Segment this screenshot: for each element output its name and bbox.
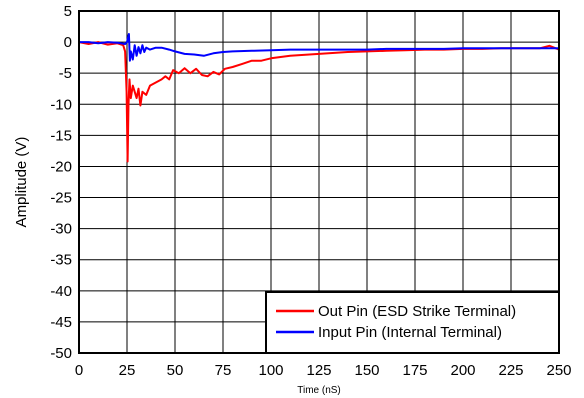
x-tick-label: 0 bbox=[75, 362, 83, 379]
x-tick-label: 25 bbox=[119, 362, 136, 379]
y-tick-label: -25 bbox=[50, 190, 72, 207]
x-tick-labels: 0 25 50 75 100 125 150 175 200 225 250 bbox=[75, 362, 572, 379]
y-tick-labels: 5 0 -5 -10 -15 -20 -25 -30 -35 -40 -45 -50 bbox=[50, 3, 72, 362]
x-tick-label: 50 bbox=[167, 362, 184, 379]
legend-label-input-pin: Input Pin (Internal Terminal) bbox=[318, 324, 502, 341]
x-tick-label: 250 bbox=[546, 362, 571, 379]
x-tick-label: 125 bbox=[306, 362, 331, 379]
y-tick-label: -20 bbox=[50, 158, 72, 175]
y-tick-label: 5 bbox=[64, 3, 72, 20]
y-tick-label: -5 bbox=[59, 65, 72, 82]
x-axis-title: Time (nS) bbox=[297, 385, 341, 396]
legend-box bbox=[265, 291, 560, 354]
y-axis-title: Amplitude (V) bbox=[13, 137, 30, 228]
series-line-out-pin bbox=[78, 41, 560, 163]
y-tick-label: -15 bbox=[50, 127, 72, 144]
series-lines bbox=[78, 33, 560, 163]
y-tick-label: -10 bbox=[50, 96, 72, 113]
grid-lines bbox=[79, 11, 559, 353]
legend: Out Pin (ESD Strike Terminal) Input Pin … bbox=[265, 291, 560, 354]
x-tick-label: 225 bbox=[498, 362, 523, 379]
x-tick-label: 200 bbox=[450, 362, 475, 379]
y-tick-label: -45 bbox=[50, 314, 72, 331]
y-tick-label: -40 bbox=[50, 283, 72, 300]
series-line-input-pin bbox=[79, 33, 559, 62]
y-tick-label: 0 bbox=[64, 34, 72, 51]
x-tick-label: 175 bbox=[402, 362, 427, 379]
x-tick-label: 100 bbox=[258, 362, 283, 379]
x-tick-label: 150 bbox=[354, 362, 379, 379]
y-tick-label: -35 bbox=[50, 252, 72, 269]
y-tick-label: -30 bbox=[50, 221, 72, 238]
y-tick-label: -50 bbox=[50, 345, 72, 362]
x-tick-label: 75 bbox=[215, 362, 232, 379]
legend-label-out-pin: Out Pin (ESD Strike Terminal) bbox=[318, 303, 516, 320]
